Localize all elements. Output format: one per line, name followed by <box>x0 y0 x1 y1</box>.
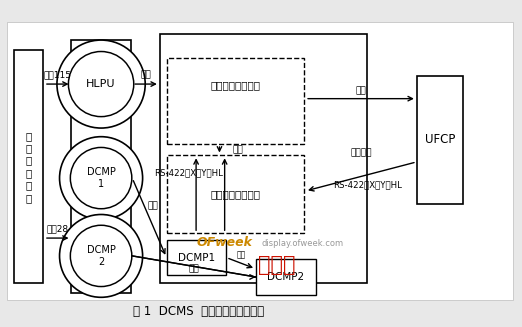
Text: OFweek: OFweek <box>197 236 253 250</box>
Text: 总线: 总线 <box>236 250 246 259</box>
Text: 亮度控制: 亮度控制 <box>350 148 372 157</box>
Text: 供电: 供电 <box>356 86 366 95</box>
Ellipse shape <box>60 215 143 297</box>
Text: UFCP: UFCP <box>425 133 455 146</box>
Ellipse shape <box>70 147 132 209</box>
Text: 交流115: 交流115 <box>44 71 72 80</box>
Bar <box>167 58 304 144</box>
Bar <box>15 50 43 284</box>
Text: 图 1  DCMS  基本工作原理示意图: 图 1 DCMS 基本工作原理示意图 <box>133 304 264 318</box>
Ellipse shape <box>57 40 145 128</box>
Bar <box>167 155 304 233</box>
Bar <box>7 23 513 300</box>
Text: 供电: 供电 <box>232 145 243 154</box>
Text: DCMP1: DCMP1 <box>178 252 215 263</box>
Ellipse shape <box>68 52 134 117</box>
Text: DCMP
2: DCMP 2 <box>87 245 115 267</box>
Ellipse shape <box>60 137 143 219</box>
Bar <box>167 240 226 275</box>
Text: RS-422、X、Y、HL: RS-422、X、Y、HL <box>155 169 223 178</box>
Text: 上电: 上电 <box>188 264 199 273</box>
Text: 上电: 上电 <box>141 71 151 79</box>
Text: 直流28: 直流28 <box>47 225 69 233</box>
Ellipse shape <box>70 225 132 286</box>
Text: display.ofweek.com: display.ofweek.com <box>262 239 343 249</box>
Text: 衍射平显低压电源: 衍射平显低压电源 <box>210 80 260 90</box>
Bar <box>72 40 131 293</box>
Bar <box>160 34 367 284</box>
Text: 飞
机
电
源
系
统: 飞 机 电 源 系 统 <box>26 131 32 203</box>
Bar <box>417 76 464 204</box>
Bar <box>256 259 315 295</box>
Text: 上电: 上电 <box>148 201 158 210</box>
Text: 显示网: 显示网 <box>258 255 295 275</box>
Text: DCMP2: DCMP2 <box>267 272 304 282</box>
Text: RS-422、X、Y、HL: RS-422、X、Y、HL <box>333 180 401 189</box>
Text: 衍射平显显示组件: 衍射平显显示组件 <box>210 189 260 199</box>
Text: DCMP
1: DCMP 1 <box>87 167 115 189</box>
Text: HLPU: HLPU <box>86 79 116 89</box>
